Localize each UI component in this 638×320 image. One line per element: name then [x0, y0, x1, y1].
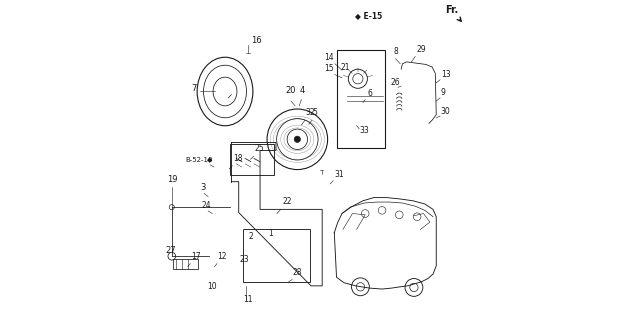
Text: 13: 13	[441, 69, 450, 78]
Bar	[173, 259, 198, 269]
Text: 14: 14	[325, 52, 334, 62]
Text: 2: 2	[248, 232, 253, 241]
Text: 3: 3	[200, 183, 206, 192]
Text: 9: 9	[441, 88, 445, 97]
Text: 30: 30	[441, 107, 450, 116]
Text: 24: 24	[202, 201, 211, 211]
Text: 29: 29	[416, 45, 426, 54]
Text: 1: 1	[269, 229, 274, 238]
Text: 18: 18	[234, 154, 243, 163]
Text: 8: 8	[393, 47, 398, 56]
Bar	[338, 50, 385, 148]
Text: 22: 22	[283, 197, 292, 206]
Text: 32: 32	[306, 108, 315, 117]
Circle shape	[294, 136, 300, 142]
Text: B-52-10: B-52-10	[186, 156, 213, 163]
Text: 12: 12	[218, 252, 227, 261]
Bar	[230, 144, 274, 175]
Text: 6: 6	[367, 89, 373, 98]
Text: 33: 33	[360, 126, 369, 135]
Text: Fr.: Fr.	[445, 5, 461, 21]
Text: 7: 7	[191, 84, 197, 93]
Text: 23: 23	[240, 255, 249, 264]
Text: 5: 5	[312, 108, 317, 117]
Text: 20: 20	[286, 86, 297, 95]
Text: 4: 4	[299, 86, 304, 95]
Text: 26: 26	[390, 78, 400, 87]
Text: 16: 16	[251, 36, 262, 45]
Text: 15: 15	[325, 64, 334, 73]
Text: 19: 19	[167, 175, 177, 184]
Text: 21: 21	[341, 63, 350, 72]
Text: 31: 31	[334, 170, 344, 179]
Text: 11: 11	[243, 295, 253, 304]
Text: 27: 27	[165, 246, 176, 255]
Text: 25: 25	[255, 144, 264, 153]
Text: ◆ E-15: ◆ E-15	[355, 11, 382, 20]
Text: 17: 17	[191, 252, 200, 261]
Text: 28: 28	[293, 268, 302, 277]
Bar	[243, 229, 310, 282]
Text: ◆: ◆	[207, 157, 212, 164]
Text: 10: 10	[207, 282, 216, 291]
